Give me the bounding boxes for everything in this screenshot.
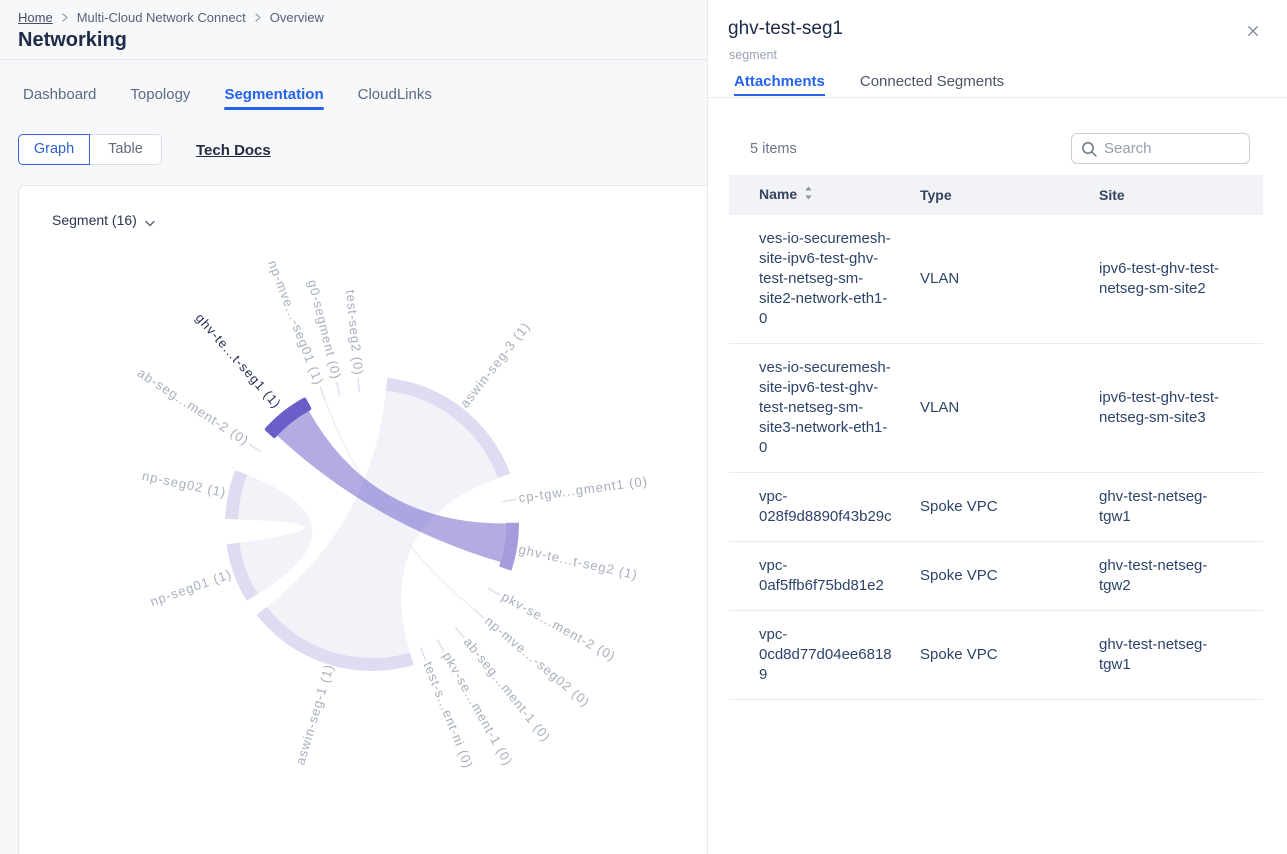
svg-text:ab-seg...ment-2 (0): ab-seg...ment-2 (0) <box>135 365 252 448</box>
svg-text:np-seg02 (1): np-seg02 (1) <box>141 468 228 500</box>
svg-text:aswin-seg-1 (1): aswin-seg-1 (1) <box>292 662 336 767</box>
svg-text:ghv-te...t-seg1 (1): ghv-te...t-seg1 (1) <box>193 310 285 411</box>
svg-text:test-seg2 (0): test-seg2 (0) <box>343 289 366 376</box>
svg-text:aswin-seg-3 (1): aswin-seg-3 (1) <box>457 319 533 411</box>
svg-text:cp-tgw...gment1 (0): cp-tgw...gment1 (0) <box>518 473 649 505</box>
svg-text:np-seg01 (1): np-seg01 (1) <box>148 566 234 609</box>
svg-text:ghv-te...t-seg2 (1): ghv-te...t-seg2 (1) <box>517 542 639 583</box>
